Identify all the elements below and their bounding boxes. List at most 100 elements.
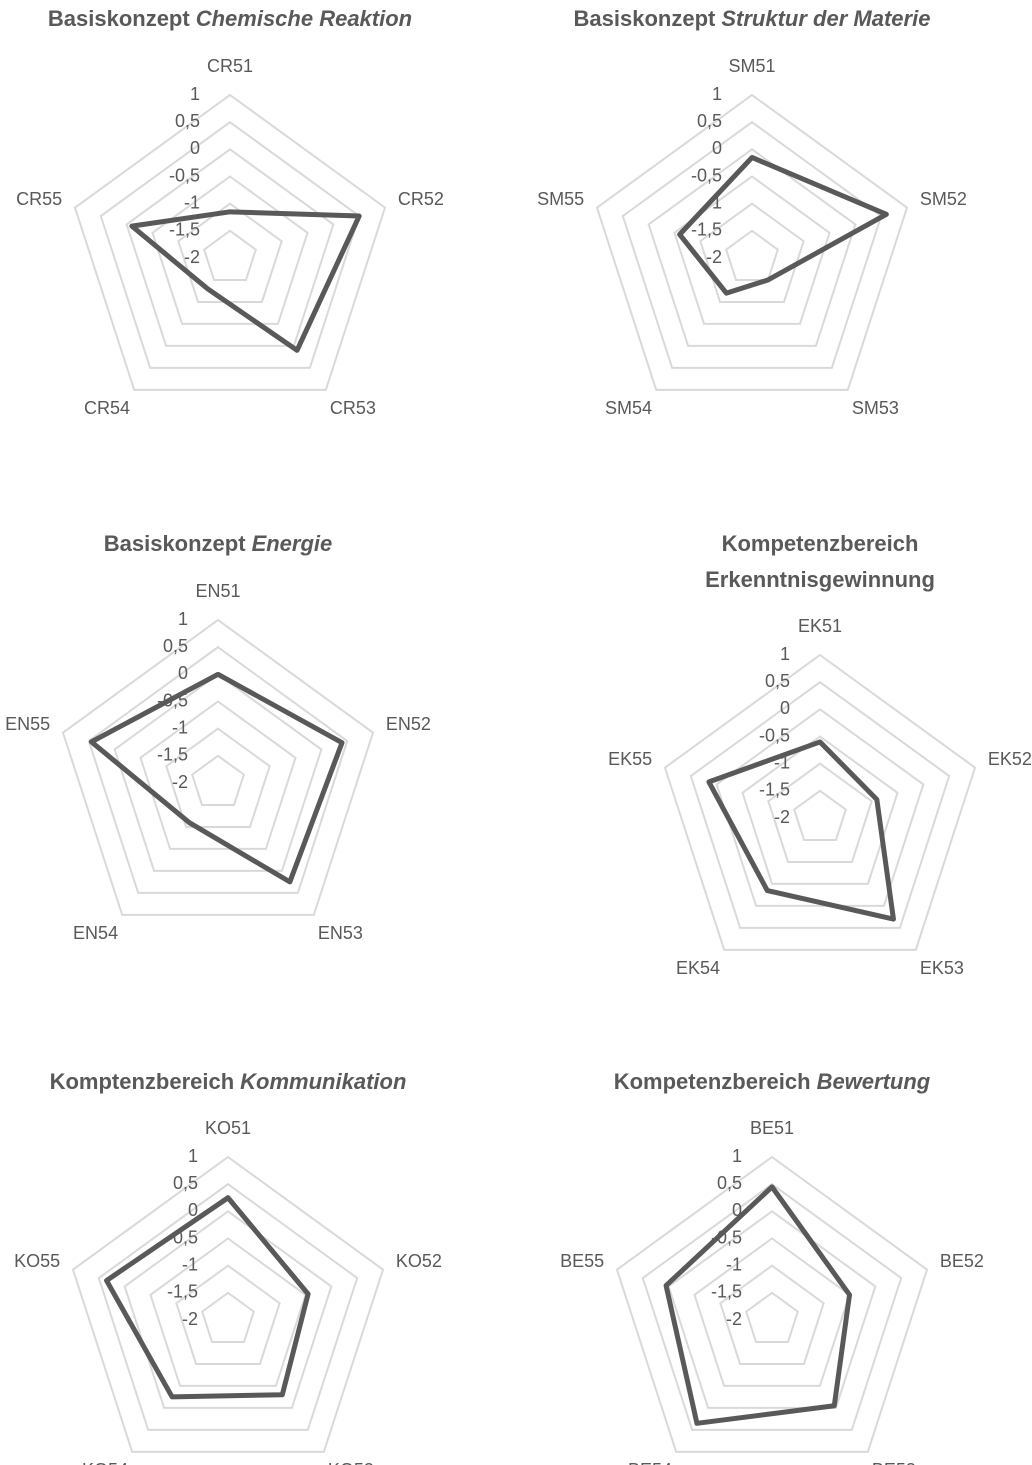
radar-chart: Komptenzbereich Kommunikation10,50-0,5-1-… (14, 1069, 442, 1465)
axis-tick-label: 1 (712, 84, 722, 104)
category-label: EK54 (676, 958, 720, 978)
axis-tick-label: -1,5 (691, 220, 722, 240)
category-label: SM55 (537, 189, 584, 209)
axis-tick-label: 1 (188, 1146, 198, 1166)
axis-tick-label: -0,5 (169, 165, 200, 185)
grid-ring (113, 673, 323, 872)
grid-ring (73, 93, 387, 391)
grid-ring (61, 618, 375, 916)
grid-ring (165, 727, 271, 828)
axis-tick-label: 0 (190, 138, 200, 158)
title-part: Komptenzbereich (50, 1069, 235, 1094)
data-line (104, 1195, 311, 1400)
title-part: Basiskonzept (48, 6, 190, 31)
category-label: EK51 (798, 616, 842, 636)
grid-ring (615, 1155, 929, 1453)
spoke (665, 768, 820, 818)
grid-ring (792, 789, 848, 841)
grid-ring (190, 754, 246, 806)
axis-tick-label: -2 (706, 247, 722, 267)
axis-tick-label: -2 (184, 247, 200, 267)
category-label: CR55 (16, 189, 62, 209)
category-label: BE52 (940, 1251, 984, 1271)
grid-ring (595, 93, 909, 391)
axis-tick-label: 0,5 (175, 111, 200, 131)
grid-ring (202, 229, 258, 281)
axis-tick-label: 0,5 (173, 1173, 198, 1193)
title-part: Kompetenzbereich (614, 1069, 811, 1094)
spoke (597, 208, 752, 258)
category-label: BE53 (872, 1460, 916, 1465)
chart-title: Erkenntnisgewinnung (705, 567, 935, 592)
category-label: CR52 (398, 189, 444, 209)
title-part: Struktur der Materie (721, 6, 930, 31)
grid-ring (123, 1210, 333, 1409)
category-label: EN51 (195, 581, 240, 601)
axis-tick-label: -1 (182, 1254, 198, 1274)
spoke (73, 1270, 228, 1320)
grid-ring (647, 148, 857, 347)
radar-chart: Basiskonzept Chemische Reaktion 1 0,5 0 -0,5 -… (16, 6, 444, 418)
category-label: BE55 (560, 1251, 604, 1271)
category-label: SM52 (920, 189, 967, 209)
title-part: Kommunikation (240, 1069, 406, 1094)
axis-tick-label: -1,5 (169, 220, 200, 240)
axis-tick-label: -0,5 (759, 725, 790, 745)
axis-tick-label: 0,5 (697, 111, 722, 131)
data-line (706, 739, 896, 922)
axis-tick-label: -1 (706, 192, 722, 212)
category-label: EN52 (386, 714, 431, 734)
category-label: KO53 (328, 1460, 374, 1465)
spoke (820, 768, 975, 818)
radar-chart: Basiskonzept Energie10,50-0,5-1-1,5-2EN51… (5, 531, 431, 943)
category-label: SM54 (605, 398, 652, 418)
radar-chart: Kompetenzbereich Erkenntnisgewinnung 1 0,5 0… (608, 531, 1032, 978)
axis-tick-label: 1 (190, 84, 200, 104)
grid-ring (667, 1210, 877, 1409)
axis-tick-label: -1 (184, 192, 200, 212)
axis-tick-label: 0 (712, 138, 722, 158)
grid-ring (149, 1237, 307, 1387)
grid-ring (741, 735, 899, 885)
grid-ring (767, 762, 873, 863)
category-label: SM51 (728, 56, 775, 76)
category-label: EK55 (608, 749, 652, 769)
data-line (663, 1184, 853, 1426)
axis-tick-label: -0,5 (711, 1227, 742, 1247)
category-label: CR51 (207, 56, 253, 76)
axis-tick-label: -1 (172, 717, 188, 737)
grid-ring (693, 1237, 851, 1387)
title-part: Basiskonzept (574, 6, 716, 31)
axis-tick-label: 1 (178, 609, 188, 629)
category-label: BE54 (628, 1460, 672, 1465)
radar-chart: Kompetenzbereich Bewertung 1 0,5 0 -0,5 -1 -1,5… (560, 1069, 984, 1465)
axis-tick-label: -1,5 (759, 780, 790, 800)
category-label: KO55 (14, 1251, 60, 1271)
grid-ring (663, 653, 977, 951)
radar-chart: Basiskonzept Struktur der Materie 1 0,5 0 -0,… (537, 6, 967, 418)
axis-tick-label: 0 (188, 1200, 198, 1220)
spoke (218, 733, 373, 783)
spoke (63, 733, 218, 783)
axis-tick-label: -2 (726, 1309, 742, 1329)
axis-tick-label: -1,5 (167, 1282, 198, 1302)
chart-title: Kompetenzbereich Bewertung (614, 1069, 931, 1094)
axis-tick-label: -2 (774, 807, 790, 827)
category-label: EN54 (73, 923, 118, 943)
title-part: Energie (252, 531, 333, 556)
grid-ring (641, 1182, 903, 1431)
grid-ring (744, 1291, 800, 1343)
axis-tick-label: -1,5 (157, 745, 188, 765)
axis-tick-label: 0,5 (717, 1173, 742, 1193)
grid-ring (200, 1291, 256, 1343)
chart-title: Basiskonzept Chemische Reaktion (48, 6, 412, 31)
chart-title: Kompetenzbereich (722, 531, 919, 556)
axis-tick-label: -1,5 (711, 1282, 742, 1302)
grid-ring (71, 1155, 385, 1453)
axis-tick-label: -1 (726, 1254, 742, 1274)
grid-ring (719, 1264, 825, 1365)
category-label: CR53 (330, 398, 376, 418)
axis-tick-label: 0 (178, 663, 188, 683)
grid-ring (175, 1264, 281, 1365)
grid-ring (689, 680, 951, 929)
